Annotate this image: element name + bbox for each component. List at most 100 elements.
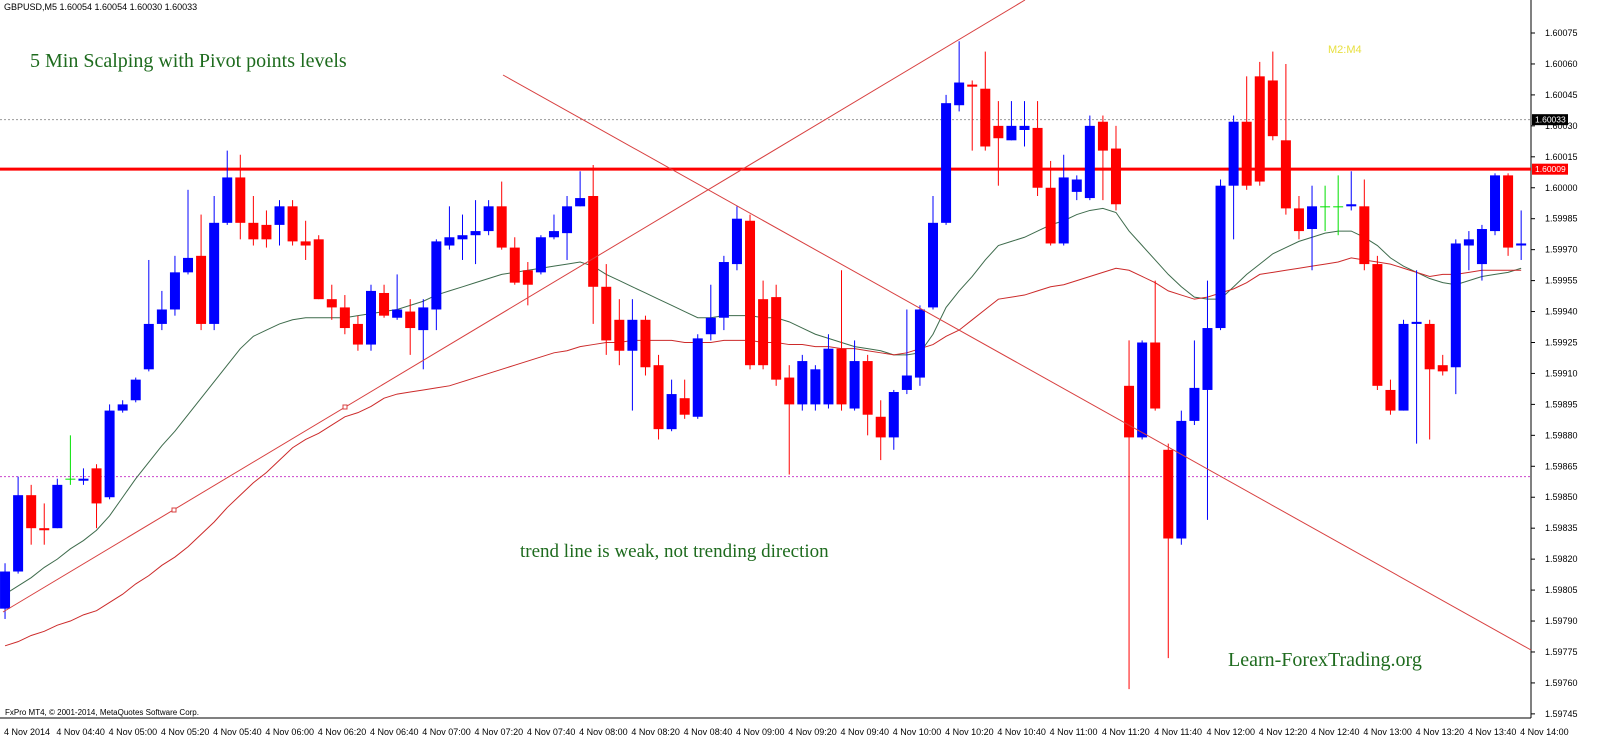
x-tick-label: 4 Nov 2014	[4, 727, 50, 737]
candle-body	[1097, 121, 1108, 151]
candle-body	[1293, 208, 1304, 232]
y-tick-label: 1.59880	[1545, 430, 1578, 440]
candle-body	[614, 319, 625, 351]
annotation: trend line is weak, not trending directi…	[520, 541, 829, 562]
y-tick-label: 1.59820	[1545, 554, 1578, 564]
x-tick-label: 4 Nov 04:40	[56, 727, 105, 737]
trend-anchor	[171, 507, 177, 513]
candle-body	[1150, 342, 1161, 409]
candle-body	[313, 239, 324, 300]
y-tick-label: 1.59850	[1545, 492, 1578, 502]
candle-body	[222, 177, 233, 223]
candle-body	[679, 398, 690, 415]
candle-body	[379, 292, 390, 316]
candle-body	[0, 571, 11, 609]
y-tick-label: 1.60000	[1545, 183, 1578, 193]
x-tick-label: 4 Nov 11:00	[1050, 727, 1098, 737]
candle-body	[509, 247, 520, 283]
footer: FxPro MT4, © 2001-2014, MetaQuotes Softw…	[5, 708, 199, 717]
candle-body	[875, 416, 886, 438]
candle-body	[784, 377, 795, 405]
candle-body	[1176, 420, 1187, 539]
candle-body	[65, 478, 76, 480]
candle-body	[862, 361, 873, 415]
candle-body	[1045, 187, 1056, 244]
candle-body	[1503, 175, 1514, 248]
x-tick-label: 4 Nov 12:40	[1311, 727, 1360, 737]
y-tick-label: 1.59940	[1545, 307, 1578, 317]
candle-body	[117, 404, 128, 411]
candle-body	[745, 220, 756, 366]
candle-body	[1307, 206, 1318, 230]
indicator-label: M2:M4	[1328, 44, 1362, 56]
price-label-box	[1532, 163, 1568, 175]
candle-body	[1398, 323, 1409, 411]
x-tick-label: 4 Nov 08:20	[631, 727, 680, 737]
x-tick-label: 4 Nov 08:40	[684, 727, 733, 737]
x-tick-label: 4 Nov 13:00	[1363, 727, 1412, 737]
x-tick-label: 4 Nov 05:40	[213, 727, 262, 737]
y-tick-label: 1.59925	[1545, 337, 1578, 347]
x-tick-label: 4 Nov 05:20	[161, 727, 210, 737]
candle-body	[1267, 80, 1278, 137]
x-tick-label: 4 Nov 12:20	[1259, 727, 1308, 737]
candle-body	[901, 375, 912, 390]
candle-body	[627, 319, 638, 351]
y-tick-label: 1.60060	[1545, 59, 1578, 69]
x-tick-label: 4 Nov 06:00	[265, 727, 314, 737]
candle-body	[1071, 179, 1082, 192]
candle-body	[235, 177, 246, 223]
candle-body	[183, 257, 194, 273]
candle-body	[104, 410, 115, 498]
x-tick-label: 4 Nov 07:40	[527, 727, 576, 737]
candle-body	[274, 206, 285, 225]
candle-body	[496, 206, 507, 248]
candle-body	[640, 319, 651, 368]
candle-body	[1241, 121, 1252, 186]
candle-body	[418, 307, 429, 331]
candle-body	[993, 125, 1004, 139]
candle-body	[941, 103, 952, 223]
x-tick-label: 4 Nov 09:40	[841, 727, 890, 737]
y-tick-label: 1.59895	[1545, 399, 1578, 409]
y-tick-label: 1.60015	[1545, 152, 1578, 162]
y-tick-label: 1.59970	[1545, 245, 1578, 255]
candle-body	[1006, 125, 1017, 141]
chart-title: 5 Min Scalping with Pivot points levels	[30, 50, 347, 72]
candle-body	[692, 338, 703, 417]
candle-body	[405, 311, 416, 329]
candle-body	[326, 299, 337, 308]
price-label: 1.60033	[1535, 115, 1566, 125]
x-tick-label: 4 Nov 06:40	[370, 727, 419, 737]
candle-body	[130, 379, 141, 401]
candle-body	[1476, 229, 1487, 265]
candle-body	[535, 237, 546, 273]
x-tick-label: 4 Nov 11:40	[1154, 727, 1202, 737]
y-tick-label: 1.59775	[1545, 647, 1578, 657]
x-tick-label: 4 Nov 10:40	[997, 727, 1046, 737]
x-tick-label: 4 Nov 10:20	[945, 727, 994, 737]
candle-body	[575, 198, 586, 207]
candle-body	[849, 361, 860, 409]
candle-body	[1189, 387, 1200, 421]
y-tick-label: 1.59790	[1545, 616, 1578, 626]
candle-body	[209, 222, 220, 324]
candle-body	[771, 297, 782, 380]
y-tick-label: 1.59985	[1545, 214, 1578, 224]
candle-body	[143, 323, 154, 370]
candle-body	[91, 468, 102, 504]
x-tick-label: 4 Nov 09:00	[736, 727, 785, 737]
symbol-header: GBPUSD,M5 1.60054 1.60054 1.60030 1.6003…	[4, 2, 197, 12]
candle-body	[457, 235, 468, 240]
candle-body	[1228, 121, 1239, 186]
candle-body	[588, 196, 599, 287]
candle-body	[705, 317, 716, 335]
candle-body	[1032, 127, 1043, 188]
candle-body	[980, 88, 991, 147]
candle-body	[1346, 204, 1357, 207]
candle-body	[444, 237, 455, 246]
candle-body	[352, 323, 363, 345]
candle-body	[1516, 243, 1527, 246]
